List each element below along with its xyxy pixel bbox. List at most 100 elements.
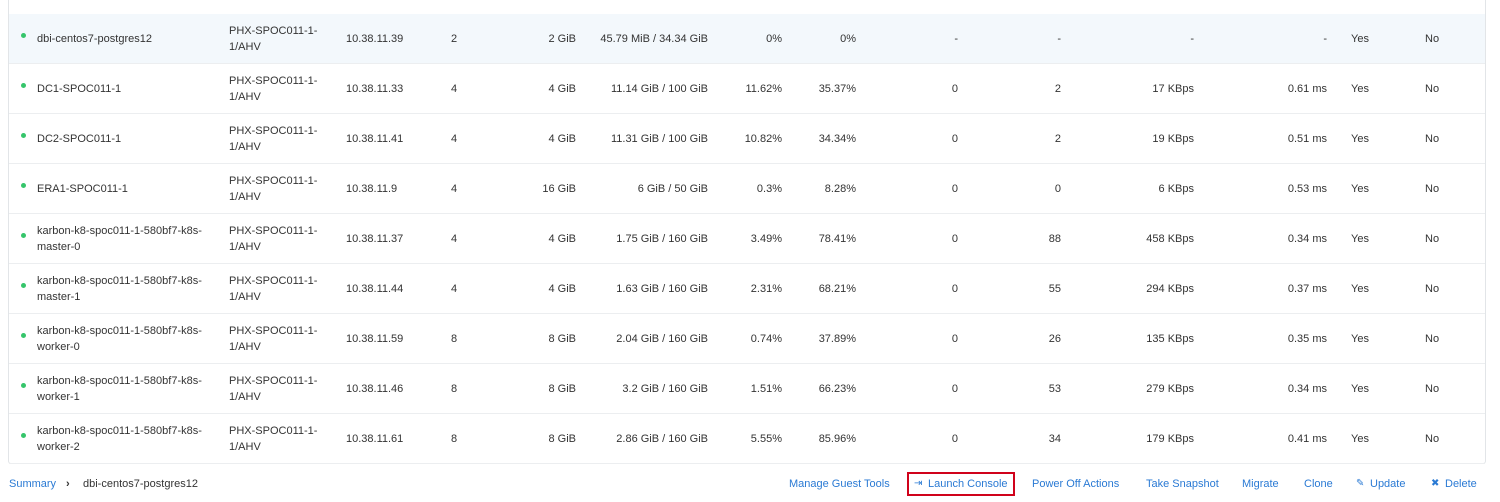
vm-name[interactable]: karbon-k8-spoc011-1-580bf7-k8s-worker-2 xyxy=(37,425,202,453)
vm-name[interactable]: ERA1-SPOC011-1 xyxy=(37,183,128,195)
memory-usage: 66.23% xyxy=(818,383,856,395)
status-dot xyxy=(21,333,26,338)
table-row[interactable]: ERA1-SPOC011-1 PHX-SPOC011-1-1/AHV 10.38.1… xyxy=(9,164,1485,214)
cores: 2 xyxy=(451,33,458,45)
ip-address: 10.38.11.44 xyxy=(346,283,404,295)
flash-mode: Yes xyxy=(1351,183,1369,195)
ha: No xyxy=(1425,233,1440,245)
memory-usage: 34.34% xyxy=(818,133,856,145)
io-bandwidth: 0 xyxy=(1054,183,1061,195)
table-row[interactable]: DC1-SPOC011-1 PHX-SPOC011-1-1/AHV 10.38.11… xyxy=(9,64,1485,114)
storage: 3.2 GiB / 160 GiB xyxy=(622,383,708,395)
storage: 2.04 GiB / 160 GiB xyxy=(616,333,708,345)
ha: No xyxy=(1425,83,1440,95)
host: PHX-SPOC011-1-1/AHV xyxy=(229,325,318,353)
flash-mode: Yes xyxy=(1351,133,1369,145)
table-row[interactable]: karbon-k8-spoc011-1-580bf7-k8s-worker-2 P… xyxy=(9,414,1485,464)
latency: 0.51 ms xyxy=(1287,133,1327,145)
cores: 4 xyxy=(451,183,458,195)
bandwidth: 458 KBps xyxy=(1146,233,1194,245)
status-dot xyxy=(21,383,26,388)
iops: 0 xyxy=(951,433,958,445)
bandwidth: 135 KBps xyxy=(1146,333,1194,345)
memory: 4 GiB xyxy=(548,83,576,95)
storage: 2.86 GiB / 160 GiB xyxy=(616,433,708,445)
ip-address: 10.38.11.39 xyxy=(346,33,404,45)
cpu-usage: 5.55% xyxy=(750,433,782,445)
action-button[interactable]: Power Off Actions xyxy=(1032,478,1120,490)
ip-address: 10.38.11.41 xyxy=(346,133,404,145)
action-icon: ✎ xyxy=(1356,478,1365,489)
memory-usage: 37.89% xyxy=(818,333,856,345)
table-row[interactable]: karbon-k8-spoc011-1-580bf7-k8s-master-0 P… xyxy=(9,214,1485,264)
action-button[interactable]: Take Snapshot xyxy=(1146,478,1219,490)
ip-address: 10.38.11.59 xyxy=(346,333,404,345)
latency: - xyxy=(1323,33,1327,45)
action-button[interactable]: Manage Guest Tools xyxy=(789,478,890,490)
memory: 8 GiB xyxy=(548,333,576,345)
status-dot xyxy=(21,33,26,38)
status-dot xyxy=(21,83,26,88)
cores: 8 xyxy=(451,383,458,395)
action-button[interactable]: Delete xyxy=(1445,478,1477,490)
bandwidth: 279 KBps xyxy=(1146,383,1194,395)
table-row[interactable]: dbi-centos7-postgres12 PHX-SPOC011-1-1/AH… xyxy=(9,14,1485,64)
cores: 8 xyxy=(451,333,458,345)
flash-mode: Yes xyxy=(1351,83,1369,95)
highlight-box xyxy=(907,472,1015,496)
ip-address: 10.38.11.33 xyxy=(346,83,404,95)
cores: 4 xyxy=(451,283,458,295)
storage: 6 GiB / 50 GiB xyxy=(637,183,708,195)
cpu-usage: 2.31% xyxy=(750,283,782,295)
breadcrumb-link[interactable]: Summary xyxy=(9,478,57,490)
table-row[interactable]: DC2-SPOC011-1 PHX-SPOC011-1-1/AHV 10.38.11… xyxy=(9,114,1485,164)
iops: 0 xyxy=(951,333,958,345)
status-dot xyxy=(21,283,26,288)
cpu-usage: 0% xyxy=(766,33,782,45)
flash-mode: Yes xyxy=(1351,33,1369,45)
host: PHX-SPOC011-1-1/AHV xyxy=(229,25,318,53)
iops: 0 xyxy=(951,283,958,295)
action-button[interactable]: Update xyxy=(1370,478,1406,490)
memory-usage: 78.41% xyxy=(818,233,856,245)
vm-name[interactable]: karbon-k8-spoc011-1-580bf7-k8s-master-1 xyxy=(37,275,202,303)
cores: 4 xyxy=(451,133,458,145)
latency: 0.61 ms xyxy=(1287,83,1327,95)
action-button[interactable]: Migrate xyxy=(1242,478,1279,490)
iops: 0 xyxy=(951,133,958,145)
table-row[interactable]: karbon-k8-spoc011-1-580bf7-k8s-worker-1 P… xyxy=(9,364,1485,414)
vm-name[interactable]: DC1-SPOC011-1 xyxy=(37,83,122,95)
vm-table: dbi-centos7-postgres12 PHX-SPOC011-1-1/AH… xyxy=(8,0,1486,464)
memory-usage: 68.21% xyxy=(818,283,856,295)
vm-name[interactable]: dbi-centos7-postgres12 xyxy=(37,33,152,45)
vm-name[interactable]: DC2-SPOC011-1 xyxy=(37,133,122,145)
ha: No xyxy=(1425,183,1440,195)
iops: - xyxy=(954,33,958,45)
cpu-usage: 10.82% xyxy=(744,133,782,145)
iops: 0 xyxy=(951,83,958,95)
bandwidth: 19 KBps xyxy=(1152,133,1194,145)
action-button[interactable]: Clone xyxy=(1304,478,1333,490)
storage: 11.14 GiB / 100 GiB xyxy=(610,83,708,95)
breadcrumb-separator: › xyxy=(66,478,70,490)
table-row[interactable]: karbon-k8-spoc011-1-580bf7-k8s-master-1 P… xyxy=(9,264,1485,314)
flash-mode: Yes xyxy=(1351,383,1369,395)
memory: 4 GiB xyxy=(548,283,576,295)
host: PHX-SPOC011-1-1/AHV xyxy=(229,175,318,203)
vm-name[interactable]: karbon-k8-spoc011-1-580bf7-k8s-worker-0 xyxy=(37,325,202,353)
cpu-usage: 3.49% xyxy=(750,233,782,245)
table-row[interactable]: karbon-k8-spoc011-1-580bf7-k8s-worker-0 P… xyxy=(9,314,1485,364)
action-button[interactable]: Launch Console xyxy=(928,478,1008,490)
ha: No xyxy=(1425,283,1440,295)
latency: 0.34 ms xyxy=(1287,233,1327,245)
latency: 0.37 ms xyxy=(1287,283,1327,295)
vm-name[interactable]: karbon-k8-spoc011-1-580bf7-k8s-master-0 xyxy=(37,225,202,253)
io-bandwidth: 53 xyxy=(1048,383,1061,395)
ha: No xyxy=(1425,33,1440,45)
vm-name[interactable]: karbon-k8-spoc011-1-580bf7-k8s-worker-1 xyxy=(37,375,202,403)
status-dot xyxy=(21,233,26,238)
iops: 0 xyxy=(951,183,958,195)
ha: No xyxy=(1425,433,1440,445)
latency: 0.53 ms xyxy=(1287,183,1327,195)
storage: 1.63 GiB / 160 GiB xyxy=(616,283,708,295)
